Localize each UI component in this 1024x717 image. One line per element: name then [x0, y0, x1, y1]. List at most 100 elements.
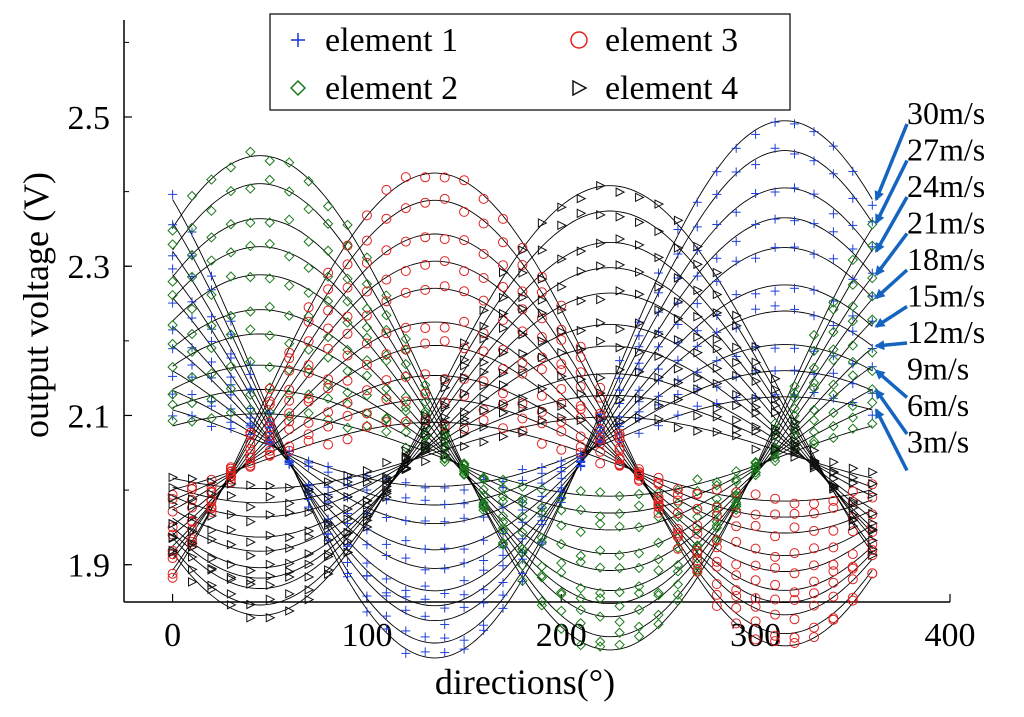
- data-point-diamond: [420, 396, 431, 408]
- data-point-plus: [207, 336, 216, 346]
- data-point-diamond: [731, 497, 742, 508]
- data-point-diamond: [225, 361, 237, 372]
- y-tick-label: 2.5: [68, 100, 111, 137]
- data-point-circle: [381, 296, 392, 307]
- data-point-diamond: [497, 511, 509, 522]
- data-point-diamond: [867, 365, 878, 377]
- data-point-circle: [381, 375, 392, 386]
- data-point-triangle-right: [771, 400, 781, 411]
- data-point-plus: [207, 421, 216, 431]
- data-point-triangle-right: [537, 336, 548, 347]
- data-point-plus: [381, 551, 391, 560]
- data-point-diamond: [750, 461, 761, 472]
- data-point-diamond: [789, 410, 800, 421]
- data-point-diamond: [283, 280, 295, 291]
- data-point-plus: [226, 417, 236, 427]
- data-point-diamond: [653, 587, 664, 599]
- data-point-triangle-right: [168, 547, 179, 558]
- data-point-diamond: [536, 484, 548, 495]
- data-point-diamond: [186, 397, 198, 409]
- data-point-triangle-right: [324, 535, 334, 546]
- data-point-diamond: [633, 581, 645, 592]
- data-point-circle: [517, 368, 528, 379]
- data-point-circle: [672, 508, 683, 519]
- data-point-plus: [420, 565, 430, 575]
- data-point-circle: [400, 172, 411, 183]
- data-point-plus: [479, 625, 489, 635]
- data-point-circle: [517, 398, 528, 409]
- y-axis-label: output voltage (V): [16, 172, 56, 438]
- data-point-plus: [828, 209, 838, 219]
- data-point-plus: [323, 467, 333, 477]
- data-point-circle: [245, 444, 256, 455]
- data-point-triangle-right: [518, 245, 529, 255]
- data-point-plus: [401, 605, 411, 615]
- data-point-circle: [342, 259, 353, 270]
- data-point-triangle-right: [712, 378, 723, 389]
- legend-entry-element-1: element 1: [291, 22, 458, 59]
- data-point-circle: [556, 444, 567, 455]
- data-point-plus: [479, 565, 489, 575]
- data-point-diamond: [517, 481, 528, 492]
- data-point-triangle-right: [576, 389, 587, 399]
- data-point-diamond: [672, 589, 684, 600]
- data-point-diamond: [594, 511, 606, 522]
- data-point-circle: [672, 532, 683, 543]
- data-point-diamond: [731, 474, 742, 485]
- speed-label: 12m/s: [907, 314, 985, 350]
- data-point-diamond: [711, 522, 722, 534]
- data-point-diamond: [342, 422, 353, 433]
- data-point-plus: [245, 413, 255, 423]
- data-point-plus: [343, 518, 352, 528]
- data-point-circle: [750, 616, 761, 627]
- fit-curve: [172, 416, 873, 490]
- speed-label: 3m/s: [907, 424, 969, 460]
- data-point-triangle-right: [285, 507, 295, 518]
- data-point-diamond: [614, 600, 625, 612]
- data-point-circle: [187, 516, 197, 527]
- data-point-triangle-right: [324, 492, 334, 502]
- data-point-circle: [711, 542, 722, 553]
- data-point-circle: [478, 249, 489, 259]
- data-point-triangle-right: [382, 475, 392, 486]
- data-point-plus: [362, 540, 372, 550]
- data-point-plus: [459, 558, 469, 568]
- data-point-triangle-right: [498, 408, 509, 418]
- data-point-triangle-right: [732, 430, 742, 441]
- data-point-triangle-right: [343, 536, 354, 547]
- data-point-triangle-right: [498, 267, 509, 278]
- data-point-circle: [809, 525, 819, 536]
- data-point-circle: [789, 498, 800, 509]
- data-point-circle: [828, 495, 839, 506]
- data-point-plus: [440, 483, 450, 493]
- data-point-circle: [731, 591, 742, 601]
- data-point-circle: [420, 172, 431, 183]
- data-point-plus: [790, 183, 799, 193]
- data-point-plus: [848, 274, 858, 284]
- data-point-plus: [362, 558, 372, 568]
- data-point-plus: [654, 391, 663, 401]
- data-point-plus: [401, 536, 411, 546]
- data-point-triangle-right: [615, 260, 626, 270]
- data-point-triangle-right: [829, 481, 840, 492]
- data-point-diamond: [536, 570, 548, 581]
- data-point-circle: [439, 374, 450, 384]
- data-point-plus: [790, 343, 799, 353]
- data-point-triangle-right: [712, 289, 723, 300]
- data-point-diamond: [556, 623, 567, 634]
- data-point-diamond: [264, 238, 275, 250]
- data-point-diamond: [808, 415, 820, 426]
- data-point-plus: [479, 585, 489, 595]
- data-point-circle: [361, 310, 372, 321]
- data-point-diamond: [361, 370, 373, 381]
- data-point-circle: [323, 267, 334, 278]
- data-point-triangle-right: [732, 320, 742, 331]
- data-point-circle: [809, 576, 819, 587]
- data-point-plus: [420, 483, 430, 493]
- data-point-triangle-right: [498, 431, 509, 442]
- data-point-plus: [420, 581, 430, 591]
- data-point-circle: [323, 284, 334, 295]
- data-point-diamond: [361, 303, 373, 315]
- data-point-plus: [207, 357, 216, 367]
- data-point-diamond: [828, 432, 839, 444]
